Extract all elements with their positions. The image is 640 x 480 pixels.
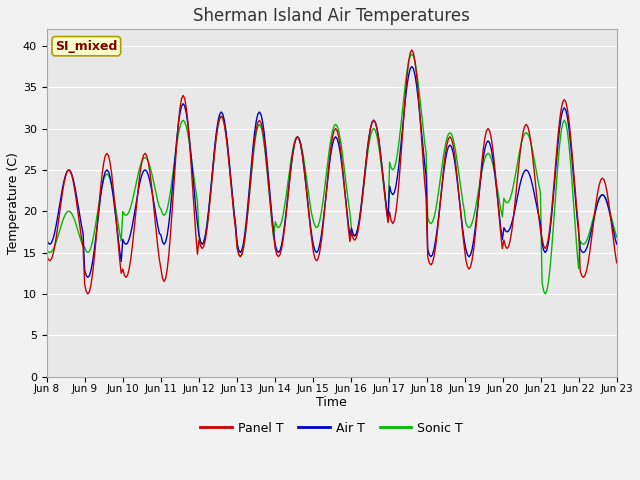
Sonic T — [43, 247, 51, 252]
Air T — [294, 134, 301, 140]
Air T — [114, 235, 122, 240]
Panel T — [294, 134, 301, 140]
X-axis label: Time: Time — [316, 396, 347, 408]
Air T — [234, 240, 241, 246]
Sonic T — [241, 234, 249, 240]
Y-axis label: Temperature (C): Temperature (C) — [7, 152, 20, 254]
Air T — [408, 64, 415, 70]
Sonic T — [232, 223, 239, 228]
Panel T — [84, 291, 92, 297]
Panel T — [408, 47, 415, 53]
Sonic T — [584, 234, 592, 240]
Title: Sherman Island Air Temperatures: Sherman Island Air Temperatures — [193, 7, 470, 25]
Panel T — [613, 260, 621, 266]
Air T — [84, 275, 92, 280]
Line: Air T: Air T — [47, 67, 617, 277]
Air T — [214, 118, 222, 124]
Air T — [43, 237, 51, 242]
Sonic T — [113, 210, 120, 216]
Panel T — [114, 239, 122, 245]
Panel T — [243, 220, 250, 226]
Air T — [584, 241, 592, 247]
Sonic T — [292, 135, 300, 141]
Legend: Panel T, Air T, Sonic T: Panel T, Air T, Sonic T — [195, 417, 468, 440]
Sonic T — [541, 291, 549, 297]
Text: SI_mixed: SI_mixed — [55, 40, 118, 53]
Panel T — [214, 122, 222, 128]
Sonic T — [408, 51, 415, 57]
Panel T — [234, 245, 241, 251]
Sonic T — [212, 132, 220, 138]
Sonic T — [613, 234, 621, 240]
Panel T — [584, 260, 592, 266]
Air T — [243, 215, 250, 220]
Line: Panel T: Panel T — [47, 50, 617, 294]
Panel T — [43, 252, 51, 258]
Line: Sonic T: Sonic T — [47, 54, 617, 294]
Air T — [613, 241, 621, 247]
